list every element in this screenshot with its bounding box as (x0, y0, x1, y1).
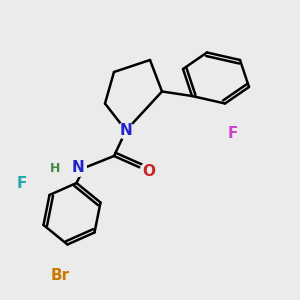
Text: O: O (142, 164, 155, 178)
Text: F: F (227, 126, 238, 141)
Text: F: F (16, 176, 27, 190)
Text: Br: Br (50, 268, 70, 283)
Text: N: N (120, 123, 132, 138)
Text: H: H (50, 161, 61, 175)
Circle shape (224, 125, 241, 142)
Circle shape (52, 267, 68, 284)
Circle shape (140, 163, 157, 179)
Circle shape (47, 160, 64, 176)
Circle shape (70, 160, 86, 176)
Circle shape (13, 175, 30, 191)
Circle shape (118, 122, 134, 139)
Text: N: N (72, 160, 84, 175)
